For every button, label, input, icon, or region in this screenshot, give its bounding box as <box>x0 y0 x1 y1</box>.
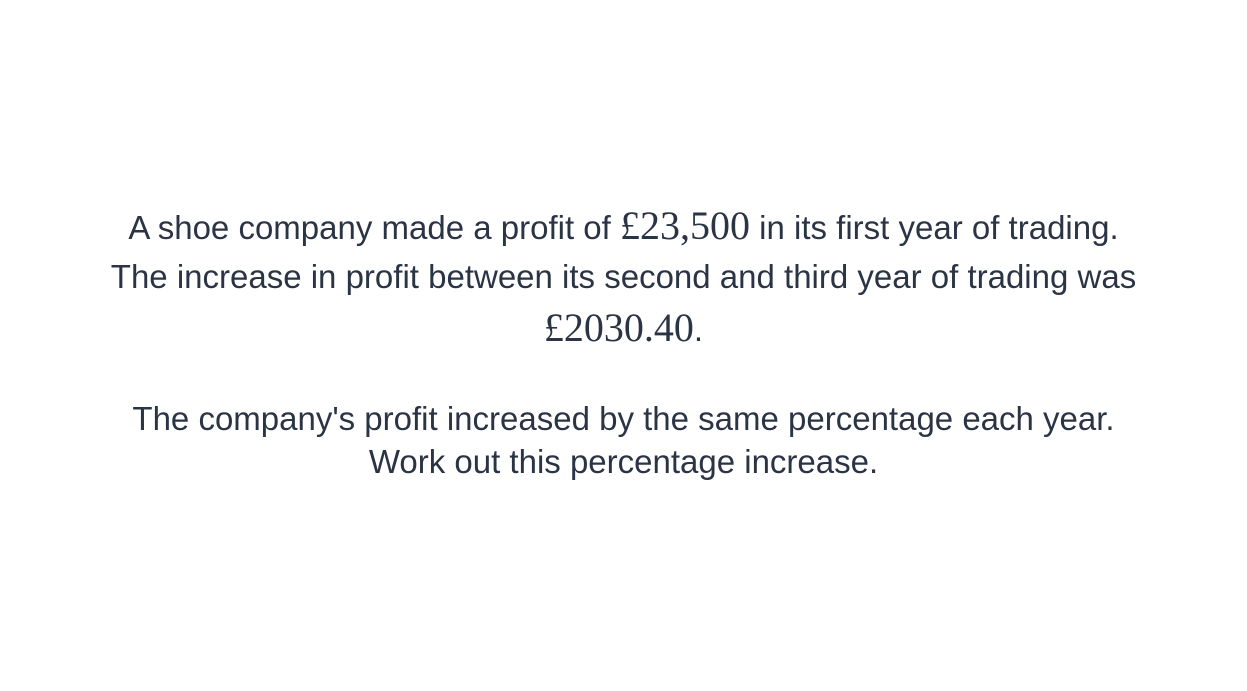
profit-amount: £23,500 <box>619 203 750 248</box>
question-line-3: £2030.40. <box>0 304 1247 351</box>
question-line-2: The increase in profit between its secon… <box>110 258 1137 295</box>
line3-period: . <box>693 311 704 348</box>
line1-text-before: A shoe company made a profit of <box>128 209 620 246</box>
question-line-1: A shoe company made a profit of £23,500 … <box>0 202 1247 249</box>
question-line-5: Work out this percentage increase. <box>368 443 879 480</box>
line1-text-after: in its first year of trading. <box>749 209 1119 246</box>
increase-amount: £2030.40 <box>543 305 694 350</box>
question-line-4: The company's profit increased by the sa… <box>132 400 1115 437</box>
